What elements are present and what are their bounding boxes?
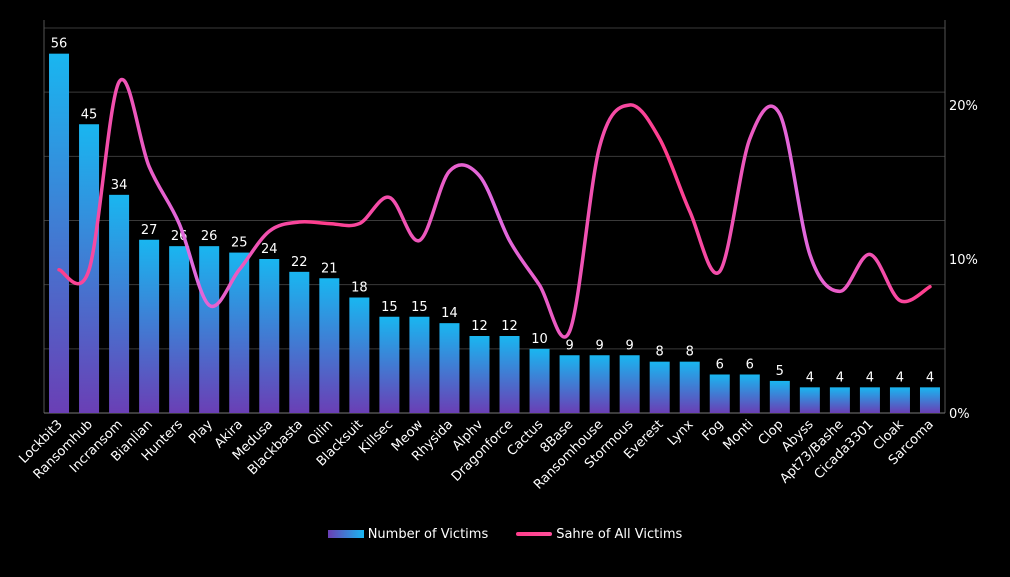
- bar: [109, 195, 129, 413]
- bar: [650, 362, 670, 413]
- bar: [349, 298, 369, 414]
- bar: [920, 387, 940, 413]
- bar-data-label: 8: [686, 345, 694, 360]
- bar: [770, 381, 790, 413]
- bar-data-label: 14: [441, 306, 458, 321]
- bar-data-label: 18: [351, 281, 368, 296]
- bar: [560, 355, 580, 413]
- bar: [259, 259, 279, 413]
- bar: [590, 355, 610, 413]
- bar-data-label: 25: [231, 236, 248, 251]
- y-right-tick-label: 10%: [949, 253, 978, 268]
- bar: [680, 362, 700, 413]
- bar: [379, 317, 399, 413]
- bar: [530, 349, 550, 413]
- bar-data-label: 10: [531, 332, 548, 347]
- bar: [139, 240, 159, 413]
- bar: [409, 317, 429, 413]
- bar-data-label: 6: [716, 358, 724, 373]
- legend-swatch-bar: [328, 530, 364, 538]
- bar-data-label: 9: [595, 338, 603, 353]
- legend-label-share: Sahre of All Victims: [556, 527, 682, 542]
- bar-data-label: 24: [261, 242, 278, 257]
- bar-data-label: 15: [411, 300, 428, 315]
- bar-data-label: 4: [806, 370, 814, 385]
- y-right-tick-label: 0%: [949, 407, 970, 422]
- bar: [830, 387, 850, 413]
- legend: Number of Victims Sahre of All Victims: [0, 522, 1010, 546]
- bar-data-label: 6: [746, 358, 754, 373]
- bar-data-label: 5: [776, 364, 784, 379]
- legend-swatch-line: [516, 532, 552, 536]
- x-tick-label: Lynx: [665, 417, 697, 449]
- bar: [500, 336, 520, 413]
- legend-item-victims: Number of Victims: [328, 527, 489, 542]
- bar-data-label: 26: [201, 229, 218, 244]
- x-tick-label: Play: [186, 417, 216, 447]
- bar-data-label: 34: [111, 178, 128, 193]
- bar: [469, 336, 489, 413]
- bar: [289, 272, 309, 413]
- bar-data-label: 4: [896, 370, 904, 385]
- bar: [620, 355, 640, 413]
- bar: [710, 375, 730, 414]
- bar: [319, 278, 339, 413]
- y-right-tick-label: 20%: [949, 99, 978, 114]
- bar-data-label: 56: [51, 37, 68, 52]
- bar-data-label: 12: [471, 319, 488, 334]
- bar-data-label: 4: [866, 370, 874, 385]
- bar: [800, 387, 820, 413]
- bar-data-label: 8: [656, 345, 664, 360]
- legend-item-share: Sahre of All Victims: [516, 527, 682, 542]
- bar-data-label: 45: [81, 107, 98, 122]
- bar: [169, 246, 189, 413]
- legend-label-victims: Number of Victims: [368, 527, 489, 542]
- bar: [439, 323, 459, 413]
- bar-data-label: 9: [626, 338, 634, 353]
- share-line: [59, 79, 930, 337]
- bar-data-label: 21: [321, 261, 338, 276]
- bar-data-label: 12: [501, 319, 518, 334]
- bar: [890, 387, 910, 413]
- bar-data-label: 27: [141, 223, 158, 238]
- bar: [229, 253, 249, 413]
- bar: [860, 387, 880, 413]
- bar: [49, 54, 69, 413]
- bar-data-label: 9: [565, 338, 573, 353]
- bar-data-label: 4: [926, 370, 934, 385]
- bar-data-label: 4: [836, 370, 844, 385]
- bar: [740, 375, 760, 414]
- bar: [199, 246, 219, 413]
- x-tick-label: Monti: [720, 417, 756, 453]
- bar-data-label: 22: [291, 255, 308, 270]
- bar-data-label: 15: [381, 300, 398, 315]
- x-tick-label: Killsec: [356, 417, 396, 457]
